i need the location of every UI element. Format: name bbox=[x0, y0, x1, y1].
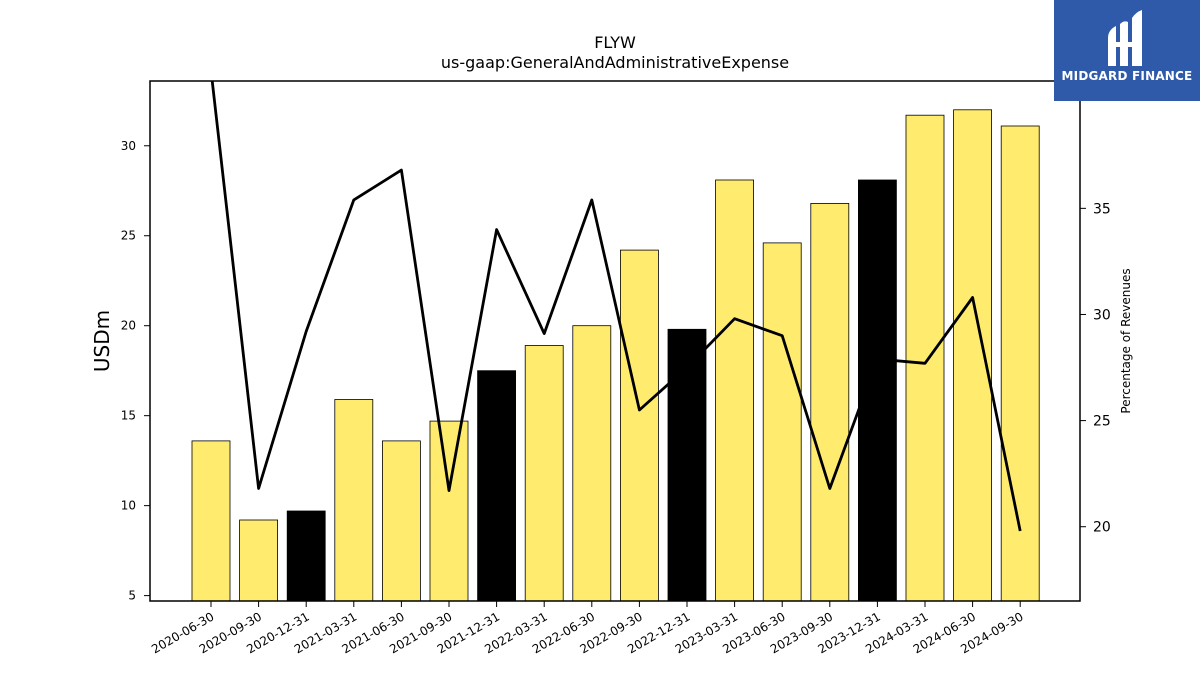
bar-2020-06-30 bbox=[191, 440, 231, 602]
y2-axis-label: Percentage of Revenues bbox=[1119, 268, 1133, 413]
bar-2021-09-30 bbox=[429, 420, 469, 602]
logo-mark-icon bbox=[1108, 10, 1142, 66]
y2-tick-label: 30 bbox=[1093, 307, 1111, 323]
bar-2022-03-31 bbox=[524, 345, 564, 602]
x-axis: 2020-06-302020-09-302020-12-312021-03-31… bbox=[149, 601, 1026, 656]
y-axis-left: 5 10 15 20 25 30 bbox=[121, 139, 150, 603]
bar-2024-06-30 bbox=[953, 109, 992, 602]
bar-2021-03-31 bbox=[334, 399, 374, 602]
line-percentage-of-revenues bbox=[210, 81, 1022, 532]
y-tick-label: 20 bbox=[121, 319, 136, 333]
bar-2023-09-30 bbox=[810, 202, 850, 602]
line-group bbox=[210, 81, 1022, 532]
bar-2021-06-30 bbox=[381, 440, 421, 602]
y-axis-label: USDm bbox=[90, 310, 114, 372]
midgard-finance-logo: MIDGARD FINANCE bbox=[1054, 0, 1200, 101]
bar-2022-09-30 bbox=[620, 249, 659, 602]
y-tick-label: 10 bbox=[121, 499, 136, 513]
bar-2024-09-30 bbox=[1000, 125, 1040, 602]
bars-group bbox=[191, 109, 1040, 602]
bar-2020-12-31 bbox=[286, 510, 326, 602]
bar-2022-06-30 bbox=[572, 325, 612, 602]
bar-2023-03-31 bbox=[715, 179, 754, 602]
logo-text: MIDGARD FINANCE bbox=[1061, 69, 1193, 83]
y-tick-label: 5 bbox=[128, 589, 136, 603]
y-axis-right: 20 25 30 35 bbox=[1080, 201, 1111, 536]
bar-2023-12-31 bbox=[858, 179, 897, 602]
bar-2024-03-31 bbox=[905, 114, 945, 602]
bar-2021-12-31 bbox=[477, 370, 517, 602]
y2-tick-label: 35 bbox=[1093, 201, 1111, 217]
bar-2022-12-31 bbox=[667, 328, 707, 602]
plot-frame bbox=[149, 80, 1081, 602]
y2-tick-label: 20 bbox=[1093, 520, 1111, 536]
y-tick-label: 15 bbox=[121, 409, 136, 423]
bar-2023-06-30 bbox=[762, 242, 802, 602]
y-tick-label: 30 bbox=[121, 139, 136, 153]
y2-tick-label: 25 bbox=[1093, 414, 1111, 430]
bar-2020-09-30 bbox=[239, 519, 279, 602]
chart-subtitle: us-gaap:GeneralAndAdministrativeExpense bbox=[441, 53, 789, 72]
y-tick-label: 25 bbox=[121, 229, 136, 243]
chart-title: FLYW bbox=[594, 33, 636, 52]
